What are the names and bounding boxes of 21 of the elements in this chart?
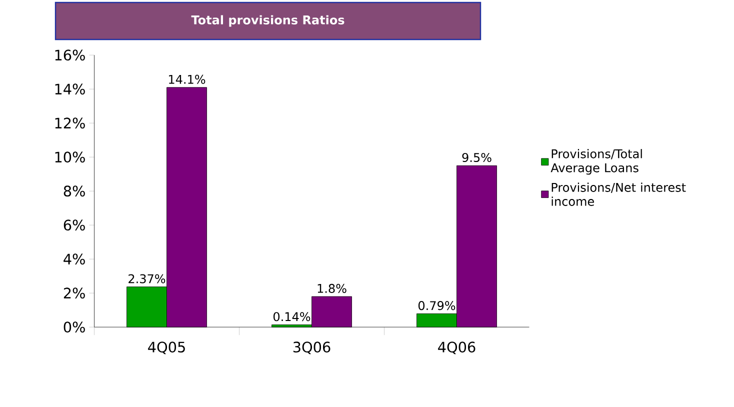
y-tick-label: 8% [64,186,85,197]
x-tick-label: 4Q05 [148,342,185,354]
y-tick-label: 6% [64,220,85,231]
legend-label: Provisions/Total Average Loans [550,149,642,175]
y-tick-label: 10% [55,152,85,163]
y-tick-label: 0% [64,322,85,333]
x-tick-label: 3Q06 [293,342,330,354]
data-label: 0.79% [418,301,456,310]
x-tick-label: 4Q06 [438,342,476,354]
y-tick-label: 16% [55,50,85,61]
data-label: 1.8% [318,284,346,293]
legend-label: Provisions/Net interest income [552,182,686,206]
y-tick-label: 2% [64,288,85,299]
data-label: 2.37% [128,274,166,284]
y-tick-label: 12% [55,118,85,129]
data-label: 0.14% [273,312,310,322]
data-label: 9.5% [462,152,492,162]
chart-title: Total provisions Ratios [191,15,344,27]
y-tick-label: 14% [55,84,85,95]
y-tick-label: 4% [64,254,85,265]
data-label: 14.1% [169,74,206,84]
